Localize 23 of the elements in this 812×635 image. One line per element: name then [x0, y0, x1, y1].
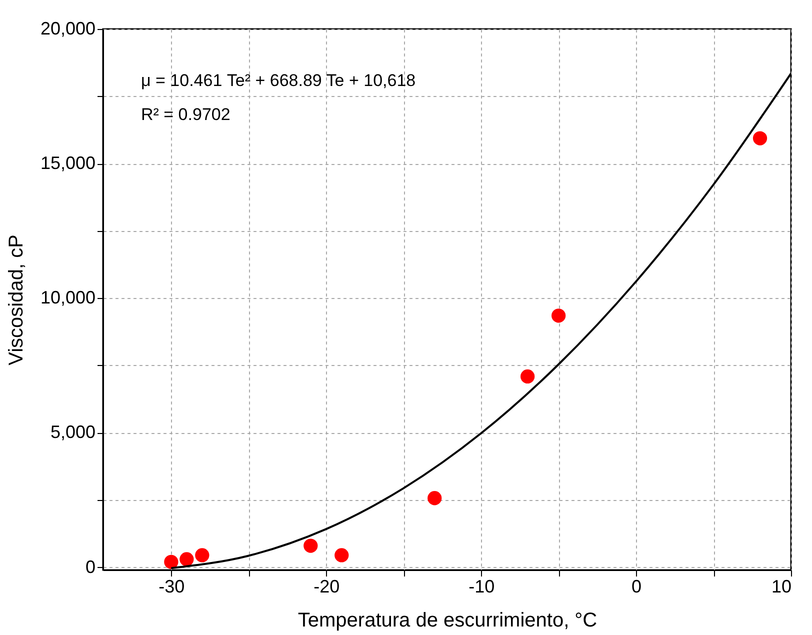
point: [551, 308, 566, 323]
x-tick-label: -20: [314, 576, 340, 596]
y-tick-label: 0: [85, 556, 96, 577]
point: [752, 131, 768, 146]
point: [180, 552, 194, 566]
y-tick-label: 10,000: [40, 288, 96, 308]
y-tick-label: 5,000: [50, 422, 96, 442]
annotation: R² = 0.9702: [141, 105, 230, 124]
y-tick-label: 20,000: [40, 18, 96, 38]
x-tick-label: -30: [158, 576, 185, 596]
annotation: μ = 10.461 Te² + 668.89 Te + 10,618: [141, 71, 416, 90]
x-tick-label: 0: [632, 576, 642, 596]
x-tick-label: -10: [468, 576, 495, 596]
point: [334, 548, 349, 562]
point: [428, 491, 442, 506]
point: [195, 548, 210, 562]
x-tick-label: 10: [771, 576, 792, 596]
y-axis-title: Viscosidad, cP: [5, 234, 28, 366]
point: [520, 369, 535, 384]
point: [304, 538, 318, 553]
y-tick-label: 15,000: [40, 153, 96, 174]
x-axis-title: Temperatura de escurrimiento, °C: [298, 610, 598, 632]
point: [164, 554, 178, 569]
